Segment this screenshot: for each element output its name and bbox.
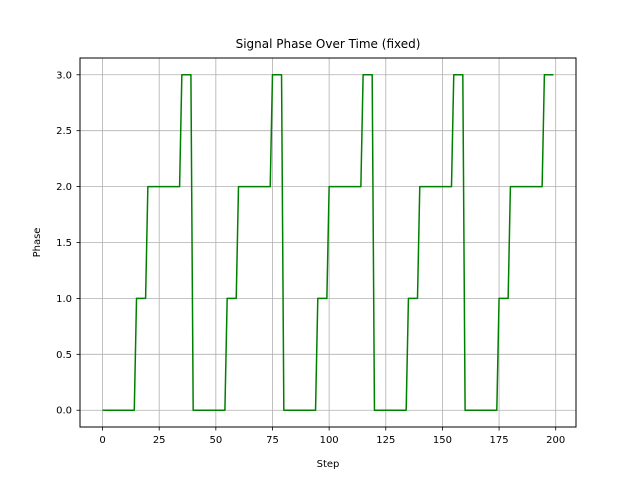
y-tick-label: 2.5 bbox=[56, 126, 72, 137]
x-tick-label: 0 bbox=[99, 435, 105, 446]
x-tick-label: 75 bbox=[266, 435, 279, 446]
x-tick-label: 25 bbox=[153, 435, 166, 446]
series-line bbox=[102, 74, 554, 411]
x-tick-label: 175 bbox=[490, 435, 509, 446]
x-tick-label: 100 bbox=[320, 435, 339, 446]
y-tick-label: 0.0 bbox=[56, 406, 72, 417]
x-tick-label: 200 bbox=[546, 435, 565, 446]
y-tick-label: 0.5 bbox=[56, 350, 72, 361]
x-axis-label: Step bbox=[317, 459, 340, 470]
chart-title: Signal Phase Over Time (fixed) bbox=[236, 37, 421, 51]
y-tick-label: 1.0 bbox=[56, 294, 72, 305]
x-tick-label: 125 bbox=[376, 435, 395, 446]
x-tick-label: 150 bbox=[433, 435, 452, 446]
y-tick-label: 3.0 bbox=[56, 70, 72, 81]
y-tick-label: 1.5 bbox=[56, 238, 72, 249]
ticks: 0 25 50 75 100 125 150 175 200 0.0 0.5 1.0 1.5 2.0 2.5… bbox=[56, 70, 565, 446]
x-tick-label: 50 bbox=[209, 435, 222, 446]
y-axis-label: Phase bbox=[32, 228, 43, 258]
y-tick-label: 2.0 bbox=[56, 182, 72, 193]
series-layer bbox=[102, 74, 554, 411]
